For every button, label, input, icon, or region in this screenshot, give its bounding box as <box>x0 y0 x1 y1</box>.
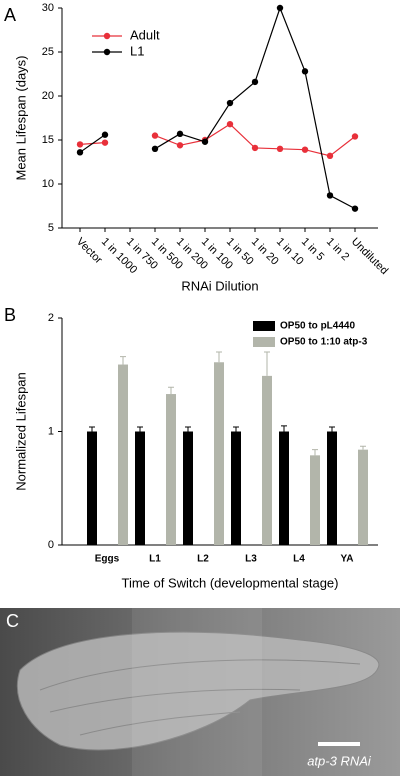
error-bar <box>89 426 95 432</box>
x-tick-label: L3 <box>245 554 257 565</box>
point <box>226 99 234 107</box>
point <box>201 138 209 145</box>
x-axis-label: Time of Switch (developmental stage) <box>121 575 338 590</box>
bar <box>262 375 272 545</box>
bar <box>183 431 193 545</box>
y-axis-label: Mean Lifespan (days) <box>13 55 28 180</box>
point <box>101 139 109 146</box>
y-tick-label: 25 <box>42 46 54 58</box>
bar <box>279 431 289 545</box>
point <box>276 145 284 152</box>
bar <box>358 449 368 545</box>
y-tick-label: 30 <box>42 2 54 14</box>
legend-marker <box>103 48 111 56</box>
x-axis-label: RNAi Dilution <box>181 278 258 293</box>
bar <box>310 455 320 545</box>
bar <box>87 431 97 545</box>
worm-texture <box>39 659 361 736</box>
series-line <box>154 6 356 210</box>
series-line <box>79 134 106 153</box>
legend-label: OP50 to 1:10 atp-3 <box>280 337 368 348</box>
point <box>176 130 184 138</box>
y-tick-label: 20 <box>42 90 54 102</box>
point <box>151 132 159 139</box>
point <box>351 133 359 140</box>
point <box>276 4 284 12</box>
panel-label: B <box>4 305 16 325</box>
error-bar <box>137 426 143 432</box>
point <box>76 149 84 156</box>
panel-label: A <box>4 5 16 25</box>
bar <box>166 394 176 545</box>
legend-swatch <box>253 337 275 347</box>
legend-swatch <box>253 321 275 331</box>
point <box>176 142 184 149</box>
y-tick-label: 1 <box>48 425 54 437</box>
panel-label: C <box>6 611 19 631</box>
x-tick-label: L2 <box>197 554 209 565</box>
x-tick-label: Vector <box>74 236 105 267</box>
point <box>301 68 309 75</box>
error-bar <box>233 426 239 432</box>
x-tick-label: YA <box>341 554 354 565</box>
error-bar <box>120 356 126 365</box>
legend-label: Adult <box>130 27 160 42</box>
point <box>251 144 259 152</box>
y-tick-label: 0 <box>48 539 54 551</box>
bar <box>118 364 128 545</box>
y-tick-label: 15 <box>42 134 54 146</box>
error-bar <box>329 426 335 432</box>
legend-label: L1 <box>130 43 144 58</box>
error-bar <box>264 351 270 376</box>
caption: atp-3 RNAi <box>307 753 372 768</box>
y-axis-label: Normalized Lifespan <box>13 372 28 491</box>
x-tick-label: 1 in 20 <box>249 236 281 268</box>
bar <box>214 362 224 545</box>
x-tick-label: 1 in 10 <box>274 236 306 268</box>
bar <box>231 431 241 545</box>
x-tick-label: Eggs <box>95 554 120 565</box>
legend-label: OP50 to pL4440 <box>280 321 355 332</box>
legend-marker <box>103 32 111 40</box>
error-bar <box>360 445 366 450</box>
point <box>351 205 359 212</box>
point <box>301 146 309 153</box>
y-tick-label: 10 <box>42 178 54 190</box>
error-bar <box>216 351 222 363</box>
y-tick-label: 5 <box>48 222 54 234</box>
point <box>251 78 259 86</box>
point <box>151 145 159 152</box>
x-tick-label: 1 in 2 <box>324 236 352 264</box>
x-tick-label: Undiluted <box>349 236 390 277</box>
y-tick-label: 2 <box>48 312 54 324</box>
error-bar <box>281 425 287 432</box>
error-bar <box>185 426 191 432</box>
bar <box>327 431 337 545</box>
tile <box>132 608 262 776</box>
x-tick-label: L1 <box>149 554 161 565</box>
x-tick-label: L4 <box>293 554 305 565</box>
error-bar <box>168 386 174 395</box>
bar <box>135 431 145 545</box>
point <box>76 141 84 148</box>
point <box>101 131 109 138</box>
point <box>326 192 334 199</box>
point <box>326 152 334 160</box>
point <box>226 120 234 128</box>
error-bar <box>312 449 318 456</box>
